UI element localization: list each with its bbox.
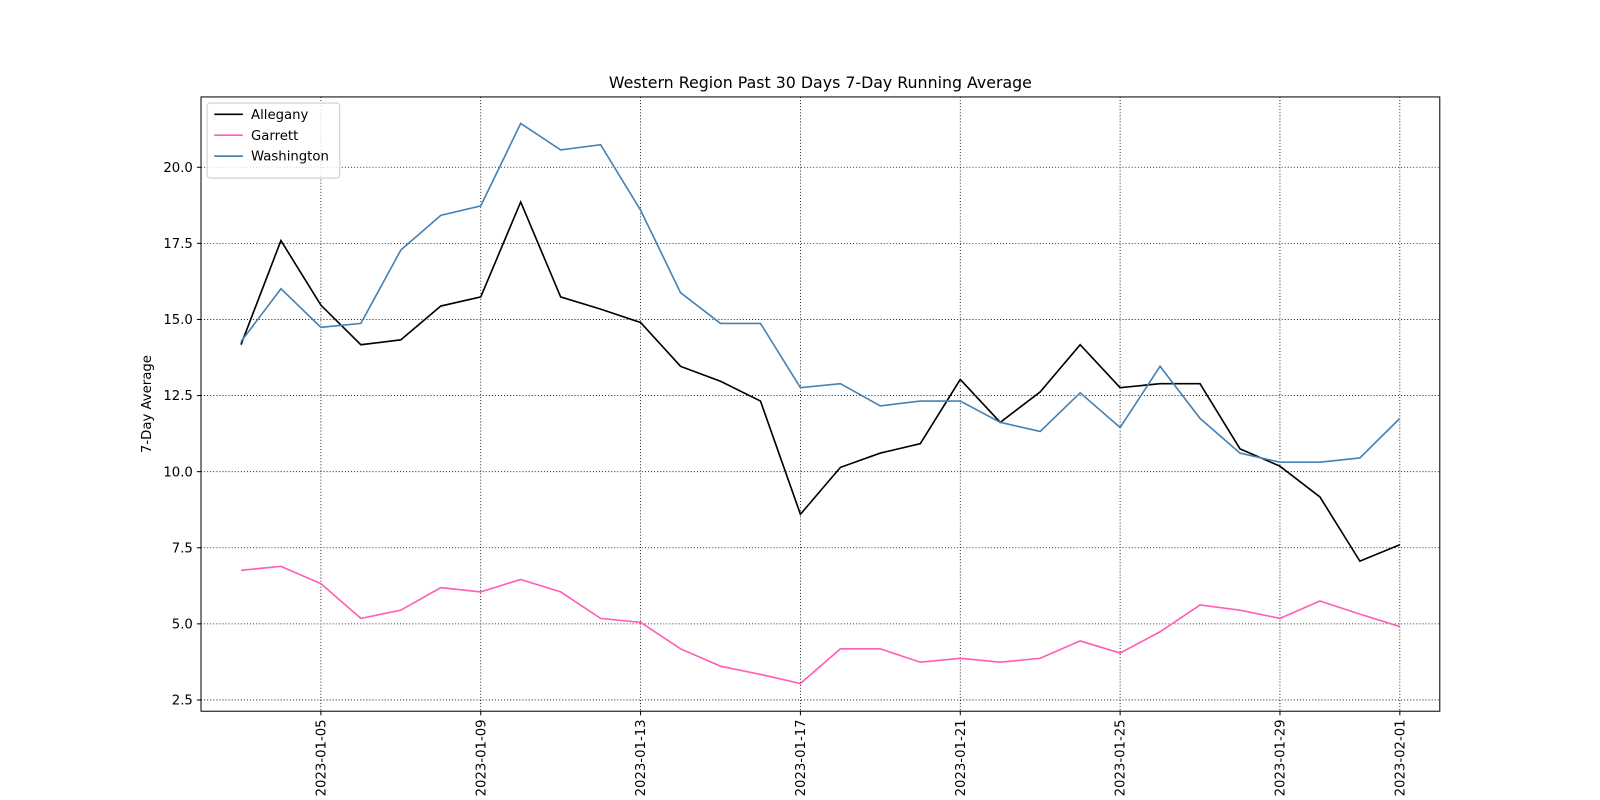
y-axis-label: 7-Day Average [140, 355, 155, 453]
line [240, 565, 1401, 685]
y-tick-label: 2.5 [172, 694, 193, 709]
legend-label: Garrett [251, 129, 298, 144]
chart-title: Western Region Past 30 Days 7-Day Runnin… [609, 73, 1032, 92]
x-tick-label: 2023-01-29 [1274, 719, 1289, 796]
y-tick-label: 12.5 [163, 389, 193, 404]
y-tick-label: 20.0 [163, 161, 193, 176]
line [240, 122, 1401, 464]
plot-frame [200, 96, 1441, 712]
legend-box [206, 102, 341, 179]
y-tick-label: 5.0 [172, 617, 193, 632]
x-tick-label: 2023-02-01 [1393, 719, 1408, 796]
legend-label: Allegany [251, 108, 309, 123]
legend: Allegany Garrett Washington [206, 102, 341, 179]
y-tick-label: 15.0 [163, 313, 193, 328]
y-tick-label: 17.5 [163, 237, 193, 252]
y-tick-label: 7.5 [172, 541, 193, 556]
y-tick-label: 10.0 [163, 465, 193, 480]
x-tick-label: 2023-01-09 [474, 719, 489, 796]
x-tick-label: 2023-01-25 [1114, 719, 1129, 796]
legend-label: Washington [251, 150, 329, 165]
x-tick-label: 2023-01-17 [794, 719, 809, 796]
x-tick-label: 2023-01-05 [314, 719, 329, 796]
x-tick-label: 2023-01-21 [954, 719, 969, 796]
x-tick-label: 2023-01-13 [634, 719, 649, 796]
line [240, 199, 1401, 563]
